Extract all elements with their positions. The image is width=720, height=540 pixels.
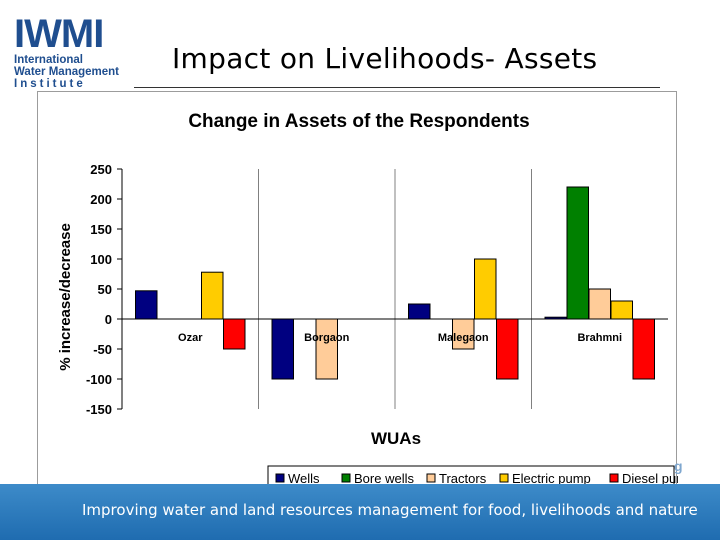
bar-tractors-brahmni: [588, 288, 611, 320]
logo-line-2: Water Management: [14, 66, 120, 78]
legend-swatch-tractors: [426, 473, 436, 483]
y-tick-label: -50: [93, 342, 112, 357]
footer-banner: Improving water and land resources manag…: [0, 484, 720, 540]
legend-label-electric-pump: Electric pump: [512, 471, 591, 486]
y-tick-label: 250: [90, 162, 112, 177]
bar-tractors-borgaon: [315, 318, 338, 380]
logo-wordmark: IWMI: [14, 12, 104, 56]
bar-electric-pump-brahmni: [610, 300, 633, 320]
y-tick-label: 200: [90, 192, 112, 207]
bar-wells-malegaon: [408, 303, 431, 320]
bar-diesel-pump-brahmni: [632, 318, 655, 380]
x-axis-label: WUAs: [371, 429, 421, 448]
legend-swatch-electric-pump: [499, 473, 509, 483]
bar-electric-pump-malegaon: [474, 258, 497, 320]
y-tick-label: -100: [86, 372, 112, 387]
legend-label-bore-wells: Bore wells: [354, 471, 414, 486]
y-tick-label: 50: [98, 282, 112, 297]
title-divider: [134, 87, 660, 88]
legend-swatch-diesel-pump: [609, 473, 619, 483]
legend-label-wells: Wells: [288, 471, 320, 486]
y-tick-label: 0: [105, 312, 112, 327]
legend-swatch-wells: [275, 473, 285, 483]
bar-chart: Change in Assets of the Respondents 250 20…: [57, 111, 678, 490]
y-tick-label: -150: [86, 402, 112, 417]
legend-label-tractors: Tractors: [439, 471, 487, 486]
legend-label-diesel-pump: Diesel pump: [622, 471, 678, 486]
slide-title: Impact on Livelihoods- Assets: [172, 42, 598, 75]
category-label: Brahmni: [577, 332, 622, 344]
chart-frame: Change in Assets of the Respondents 250 20…: [37, 91, 678, 490]
bar-wells-ozar: [135, 290, 158, 320]
bar-bore-wells-brahmni: [566, 186, 589, 320]
footer-tagline: Improving water and land resources manag…: [82, 501, 698, 519]
chart-title: Change in Assets of the Respondents: [188, 111, 529, 132]
y-tick-label: 150: [90, 222, 112, 237]
stray-text-fragment: g: [674, 458, 683, 474]
legend-swatch-bore-wells: [341, 473, 351, 483]
y-tick-label: 100: [90, 252, 112, 267]
bar-electric-pump-ozar: [201, 271, 224, 320]
bar-wells-borgaon: [271, 318, 294, 380]
category-label: Borgaon: [304, 332, 350, 344]
y-axis-label: % increase/decrease: [57, 223, 74, 371]
iwmi-logo: IWMI International Water Management Inst…: [14, 12, 120, 90]
bar-diesel-pump-malegaon: [496, 318, 519, 380]
bar-wells-brahmni: [544, 316, 567, 320]
logo-line-3: Institute: [14, 78, 86, 90]
bar-tractors-malegaon: [452, 318, 475, 350]
category-label: Malegaon: [438, 332, 489, 344]
category-label: Ozar: [178, 332, 203, 344]
bar-diesel-pump-ozar: [223, 318, 246, 350]
logo-line-1: International: [14, 54, 84, 66]
